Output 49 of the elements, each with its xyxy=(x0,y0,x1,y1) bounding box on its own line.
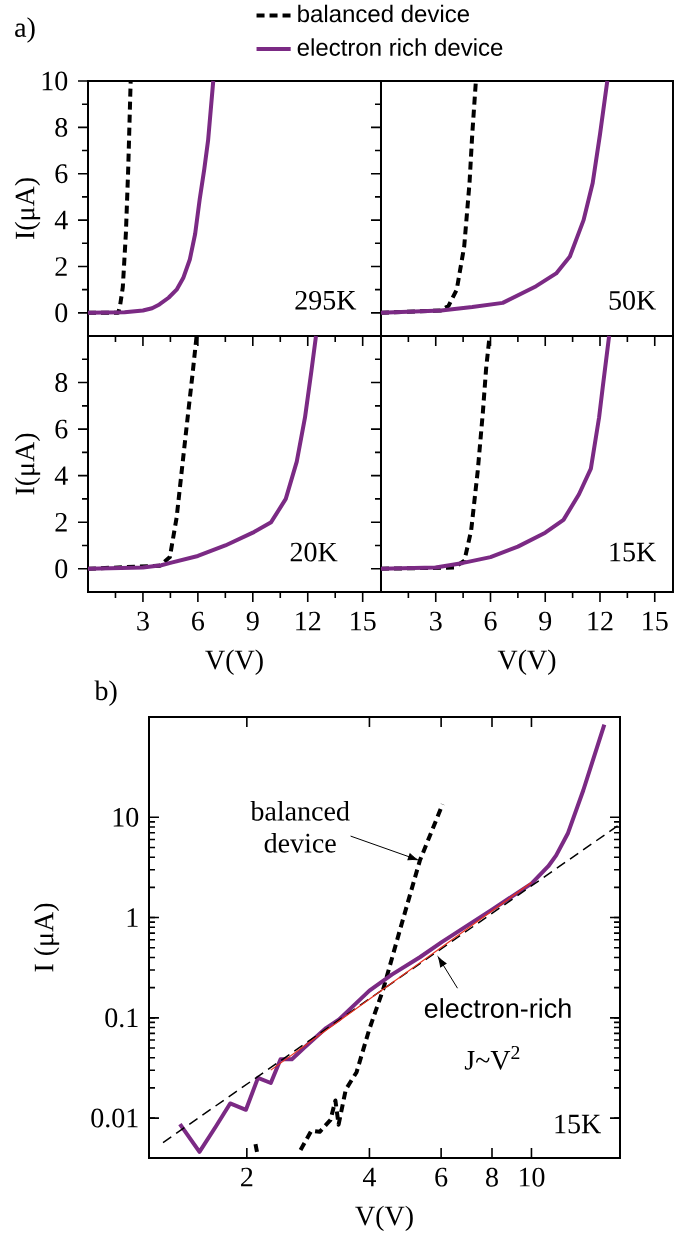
y-axis-title: I(μA) xyxy=(14,178,41,240)
x-tick-label: 9 xyxy=(539,611,552,631)
x-tick-label: 3 xyxy=(430,611,442,631)
y-tick-label: 2 xyxy=(55,512,67,532)
y-tick-label: 8 xyxy=(55,373,68,393)
y-tick-label: 4 xyxy=(54,466,68,485)
x-tick-label: 4 xyxy=(362,1167,377,1187)
annotation: J~V$^{2}$ xyxy=(464,1045,520,1070)
x-tick-label: 10 xyxy=(519,1167,545,1187)
annotation: 15K xyxy=(610,542,656,562)
annotation: 50K xyxy=(609,290,656,310)
annotation: electron-rich xyxy=(424,998,571,1018)
x-tick-label: 6 xyxy=(435,1167,448,1187)
x-tick-label: 15 xyxy=(351,611,376,631)
x-tick-label: 8 xyxy=(486,1167,498,1187)
x-tick-label: 12 xyxy=(296,611,321,631)
text: b) xyxy=(94,680,117,706)
y-tick-label: 10 xyxy=(113,807,139,827)
x-tick-label: 6 xyxy=(192,611,205,631)
x-axis-title: V(V) xyxy=(497,649,556,675)
line-series xyxy=(86,79,216,315)
x-tick-label: 3 xyxy=(137,611,149,631)
legend-label: balanced device xyxy=(298,4,469,23)
x-tick-label: 15 xyxy=(643,611,668,631)
y-tick-label: 0.01 xyxy=(91,1108,138,1128)
y-tick-label: 0 xyxy=(55,303,68,323)
x-tick-label: 6 xyxy=(484,611,497,631)
y-tick-label: 6 xyxy=(55,164,68,184)
y-tick-label: 8 xyxy=(55,117,68,137)
x-tick-label: 12 xyxy=(588,611,613,631)
annotation: 295K xyxy=(295,290,357,310)
x-tick-label: 9 xyxy=(246,611,259,631)
x-tick-label: 2 xyxy=(241,1167,253,1187)
annotation: 20K xyxy=(290,542,338,562)
legend-label: electron rich device xyxy=(297,38,503,56)
y-axis-title: I (μA) xyxy=(33,903,60,972)
x-axis-title: V(V) xyxy=(205,649,263,675)
y-axis-title: I(μA) xyxy=(14,433,41,495)
annotation: balanced device xyxy=(250,800,350,853)
y-tick-label: 10 xyxy=(42,71,68,91)
y-tick-label: 4 xyxy=(54,210,68,230)
y-tick-label: 0.1 xyxy=(105,1008,138,1028)
y-tick-label: 0 xyxy=(55,559,68,579)
text: a) xyxy=(15,17,35,43)
y-tick-label: 2 xyxy=(55,257,67,276)
y-tick-label: 6 xyxy=(55,419,68,439)
y-tick-label: 1 xyxy=(127,908,138,927)
x-axis-title: V(V) xyxy=(355,1205,413,1232)
annotation: 15K xyxy=(555,1114,601,1134)
